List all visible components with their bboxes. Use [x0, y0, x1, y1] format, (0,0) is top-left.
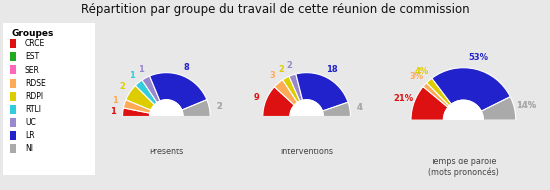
Bar — [10, 92, 16, 101]
Wedge shape — [126, 86, 155, 110]
Bar — [10, 78, 16, 88]
Text: 18: 18 — [326, 65, 338, 74]
Wedge shape — [411, 87, 448, 120]
Text: 4%: 4% — [415, 67, 429, 76]
Text: 14%: 14% — [515, 101, 536, 110]
Text: 8: 8 — [184, 63, 190, 72]
Text: 1: 1 — [129, 71, 135, 80]
Text: 3%: 3% — [409, 72, 424, 81]
Text: 1: 1 — [138, 65, 144, 74]
Bar — [10, 52, 16, 61]
Wedge shape — [142, 76, 160, 103]
Bar — [10, 144, 16, 153]
Text: RTLI: RTLI — [25, 105, 41, 114]
Text: RDPI: RDPI — [25, 92, 43, 101]
Circle shape — [290, 100, 323, 133]
Text: NI: NI — [25, 144, 33, 153]
Text: 2: 2 — [216, 101, 222, 111]
Text: UC: UC — [25, 118, 36, 127]
Wedge shape — [182, 100, 210, 116]
Text: Interventions: Interventions — [280, 147, 333, 156]
Text: 1: 1 — [110, 107, 116, 116]
Circle shape — [443, 100, 483, 140]
Wedge shape — [296, 73, 348, 111]
Text: 2: 2 — [287, 61, 292, 70]
Text: 4: 4 — [356, 103, 362, 112]
Bar — [10, 65, 16, 74]
Wedge shape — [263, 87, 294, 116]
Wedge shape — [150, 73, 207, 110]
Wedge shape — [427, 78, 452, 106]
Text: 9: 9 — [254, 93, 260, 101]
Wedge shape — [432, 68, 510, 111]
Text: 2: 2 — [119, 82, 125, 91]
Text: Répartition par groupe du travail de cette réunion de commission: Répartition par groupe du travail de cet… — [81, 3, 469, 16]
Wedge shape — [481, 97, 516, 120]
Text: 2: 2 — [278, 65, 284, 74]
Wedge shape — [123, 108, 150, 116]
Bar — [10, 39, 16, 48]
Wedge shape — [123, 100, 151, 113]
Wedge shape — [283, 76, 300, 103]
Polygon shape — [379, 120, 547, 159]
Wedge shape — [289, 74, 302, 101]
Polygon shape — [236, 116, 377, 149]
Text: 21%: 21% — [393, 94, 413, 103]
Text: 14%: 14% — [515, 101, 536, 110]
Text: 4: 4 — [356, 103, 362, 112]
Text: Groupes: Groupes — [12, 29, 54, 38]
Bar — [10, 131, 16, 140]
Text: Temps de parole
(mots prononcés): Temps de parole (mots prononcés) — [428, 157, 499, 177]
Wedge shape — [135, 80, 157, 105]
Text: 53%: 53% — [468, 53, 488, 62]
Text: EST: EST — [25, 52, 39, 61]
Wedge shape — [423, 83, 449, 107]
Text: 1: 1 — [112, 97, 118, 105]
Text: 2: 2 — [216, 101, 222, 111]
Wedge shape — [274, 80, 298, 105]
Text: RDSE: RDSE — [25, 79, 46, 88]
FancyBboxPatch shape — [0, 17, 99, 181]
Text: 3: 3 — [269, 71, 275, 80]
Text: LR: LR — [25, 131, 35, 140]
Wedge shape — [322, 102, 350, 116]
Circle shape — [150, 100, 183, 133]
Text: Présents: Présents — [149, 147, 184, 156]
Bar — [10, 105, 16, 114]
Polygon shape — [96, 116, 236, 149]
Bar — [10, 118, 16, 127]
Text: SER: SER — [25, 66, 40, 74]
Text: CRCE: CRCE — [25, 39, 45, 48]
